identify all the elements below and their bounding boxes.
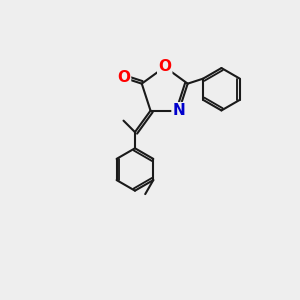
Text: N: N (172, 103, 185, 118)
Text: O: O (158, 59, 171, 74)
Text: O: O (117, 70, 130, 85)
